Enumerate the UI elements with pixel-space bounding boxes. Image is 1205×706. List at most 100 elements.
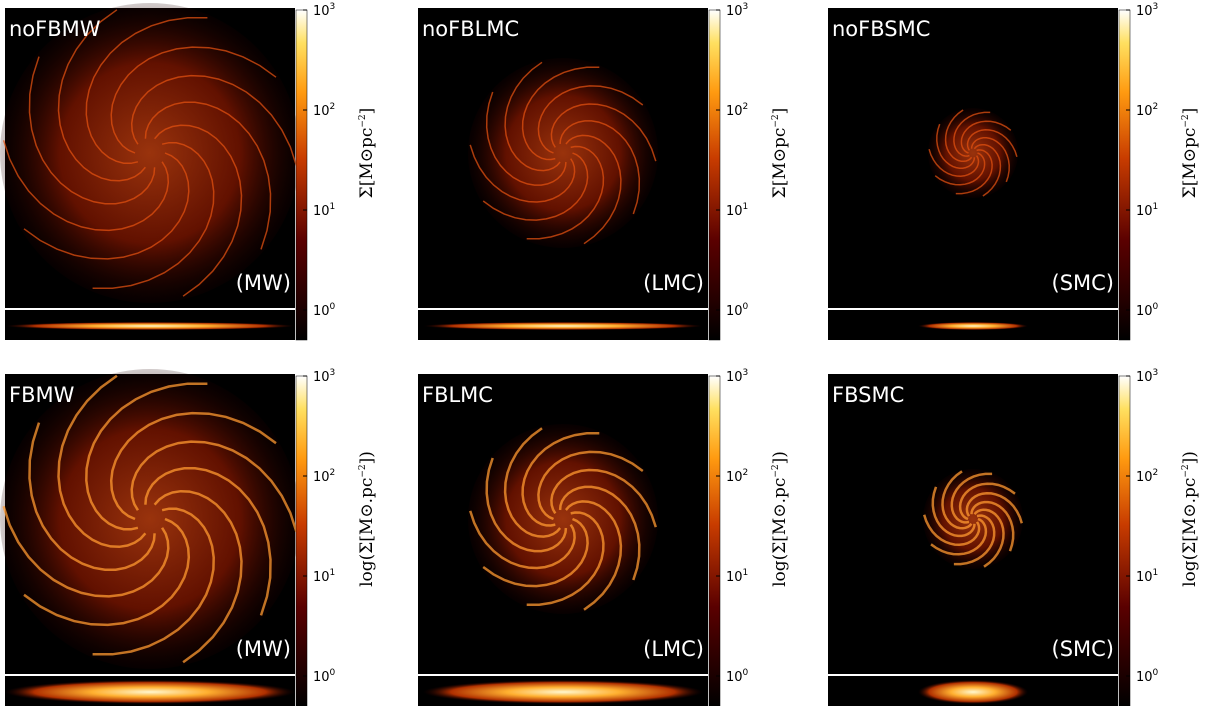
tick-exp: 2 xyxy=(1153,102,1159,112)
colorbar-tick-label: 101 xyxy=(726,568,748,585)
label-main: log(Σ[M⊙.pc xyxy=(770,478,790,587)
spiral-arm xyxy=(970,137,1010,183)
panel-tag: (LMC) xyxy=(643,637,704,661)
tick-exp: 1 xyxy=(330,202,336,212)
label-main: log(Σ[M⊙.pc xyxy=(1180,478,1200,587)
spiral-arm xyxy=(144,101,272,250)
panel-title: noFBMW xyxy=(9,17,101,41)
tick-exp: 1 xyxy=(1153,568,1159,578)
tick-base: 10 xyxy=(726,4,743,19)
spiral-arm xyxy=(973,508,1005,568)
label-sup: −2 xyxy=(771,114,781,127)
colorbar-tick-label: 101 xyxy=(1136,568,1158,585)
colorbar-tick-label: 102 xyxy=(313,468,335,485)
colorbar-tick-label: 100 xyxy=(313,668,336,685)
colorbar-tick-label: 103 xyxy=(313,2,335,19)
spiral-arm xyxy=(965,491,1023,524)
disk xyxy=(0,3,300,303)
edge-on-disk xyxy=(918,680,1028,704)
disk xyxy=(0,369,300,669)
spiral-arm xyxy=(944,109,973,163)
spiral-arm xyxy=(950,472,993,524)
spiral-arm xyxy=(482,517,589,588)
spiral-arm xyxy=(526,511,605,606)
panel-title: FBMW xyxy=(9,383,75,407)
tick-base: 10 xyxy=(726,304,743,319)
colorbar xyxy=(295,9,308,341)
label-sup: −2 xyxy=(771,464,781,477)
colorbar-tick-label: 102 xyxy=(1136,468,1158,485)
tick-exp: 3 xyxy=(743,2,749,12)
tick-base: 10 xyxy=(726,204,743,219)
spiral-arm xyxy=(2,505,170,598)
spiral-arm xyxy=(485,457,568,553)
spiral-arm xyxy=(564,500,623,611)
label-end: ] xyxy=(770,108,790,115)
spiral-arm xyxy=(960,120,1012,154)
panel-title: noFBSMC xyxy=(832,17,930,41)
colorbar-tick-label: 100 xyxy=(313,302,336,319)
label-sup: −2 xyxy=(1181,114,1191,127)
spiral-arm xyxy=(550,468,657,528)
tick-base: 10 xyxy=(1136,570,1153,585)
panel-title: FBLMC xyxy=(422,383,493,407)
spiral-arm xyxy=(57,374,147,549)
spiral-arm xyxy=(85,16,208,165)
tick-exp: 0 xyxy=(743,668,749,678)
spiral-arm xyxy=(503,427,562,538)
spiral-arm xyxy=(930,517,988,556)
colorbar-tick-label: 102 xyxy=(1136,102,1158,119)
panel-tag: (LMC) xyxy=(643,271,704,295)
tick-exp: 0 xyxy=(743,302,749,312)
label-main: Σ[M⊙pc xyxy=(1180,128,1200,199)
spiral-arm xyxy=(955,149,993,195)
colorbar-tick-label: 103 xyxy=(313,368,335,385)
spiral-arm xyxy=(504,61,561,172)
spiral-arm xyxy=(970,500,1015,552)
colorbar-tick-label: 100 xyxy=(726,668,749,685)
tick-exp: 3 xyxy=(330,368,336,378)
spiral-arm xyxy=(558,485,641,581)
spiral-arm xyxy=(110,46,277,154)
spiral-arm xyxy=(550,103,657,162)
spiral-arm xyxy=(109,411,277,521)
edge-on-disk xyxy=(5,322,295,330)
spiral-arm xyxy=(521,432,600,527)
spiral-arm xyxy=(931,486,976,538)
spiral-arm xyxy=(923,514,981,547)
colorbar-label: Σ[M⊙pc−2] xyxy=(1180,108,1200,199)
tick-base: 10 xyxy=(1136,104,1153,119)
tick-base: 10 xyxy=(1136,304,1153,319)
colorbar xyxy=(1118,9,1131,341)
spiral-arm xyxy=(559,120,641,215)
tick-exp: 3 xyxy=(1153,368,1159,378)
colorbar xyxy=(708,375,721,706)
spiral-arm xyxy=(144,467,272,616)
label-main: Σ[M⊙pc xyxy=(770,128,790,199)
colorbar-tick-label: 100 xyxy=(1136,668,1159,685)
label-sup: −2 xyxy=(1181,464,1191,477)
colorbar-tick-label: 103 xyxy=(1136,368,1158,385)
tick-exp: 3 xyxy=(743,368,749,378)
spiral-arm xyxy=(92,507,215,656)
spiral-arm xyxy=(2,140,170,232)
spiral-arm xyxy=(928,148,980,177)
tick-exp: 2 xyxy=(743,468,749,478)
spiral-arm xyxy=(130,440,298,533)
disk xyxy=(468,424,658,614)
tick-exp: 1 xyxy=(743,202,749,212)
spiral-arm xyxy=(973,143,1002,197)
colorbar-tick-label: 100 xyxy=(1136,302,1159,319)
spiral-arm xyxy=(130,74,298,166)
colorbar-tick-label: 103 xyxy=(726,368,748,385)
label-end: ]) xyxy=(357,451,377,464)
colorbar-tick-label: 100 xyxy=(726,302,749,319)
spiral-arm xyxy=(565,134,622,245)
spiral-arm xyxy=(526,145,605,240)
spiral-arm xyxy=(154,124,243,297)
tick-base: 10 xyxy=(1136,470,1153,485)
